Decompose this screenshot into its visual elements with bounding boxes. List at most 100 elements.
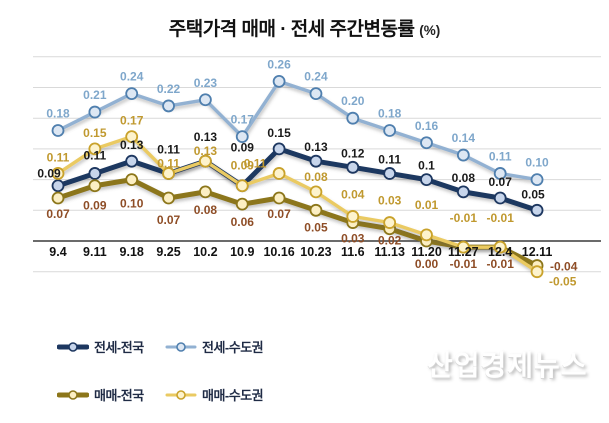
marker-전세-수도권 (235, 130, 249, 144)
marker-전세-수도권 (346, 111, 360, 125)
data-label-전세-전국: 0.05 (521, 187, 545, 201)
x-tick-label: 10.16 (263, 245, 294, 259)
data-label-전세-전국: 0.15 (267, 126, 291, 140)
chart-title-unit: (%) (419, 23, 441, 38)
marker-매매-전국 (272, 191, 286, 205)
data-label-매매-수도권: 0.17 (120, 114, 144, 128)
marker-전세-수도권 (88, 105, 102, 119)
marker-전세-수도권 (493, 167, 507, 180)
data-label-매매-전국: -0.01 (487, 257, 515, 271)
data-label-전세-전국: 0.13 (304, 140, 328, 154)
x-tick-label: 10.2 (193, 245, 217, 259)
x-tick-label: 9.18 (120, 245, 144, 259)
marker-매매-수도권 (88, 142, 102, 156)
marker-전세-수도권 (125, 87, 139, 101)
data-label-전세-수도권: 0.20 (341, 94, 365, 108)
marker-전세-수도권 (420, 136, 433, 150)
marker-전세-전국 (420, 173, 433, 187)
data-label-전세-수도권: 0.16 (415, 119, 439, 133)
data-label-전세-수도권: 0.26 (267, 57, 291, 71)
legend-marker (176, 389, 186, 400)
marker-전세-수도권 (383, 124, 397, 137)
data-label-매매-수도권: -0.01 (487, 211, 515, 225)
marker-매매-수도권 (51, 167, 65, 180)
marker-매매-전국 (51, 191, 65, 205)
data-label-매매-수도권: 0.15 (83, 126, 107, 140)
line-매매-수도권 (56, 134, 539, 274)
marker-전세-전국 (125, 154, 139, 168)
data-label-전세-전국: 0.09 (231, 141, 255, 155)
weekly-change-line-chart: 0.18 0.21 0.24 0.22 0.23 0.17 0.26 0.24 0.20 0.18… (33, 56, 601, 289)
data-label-전세-전국: 0.12 (341, 146, 365, 160)
line-전세-수도권 (56, 79, 539, 182)
marker-전세-전국 (346, 160, 360, 174)
data-label-매매-수도권: 0.04 (341, 187, 365, 201)
marker-매매-전국 (162, 191, 175, 205)
x-tick-label: 9.4 (49, 245, 66, 259)
marker-매매-전국 (198, 185, 212, 199)
marker-전세-수도권 (309, 87, 323, 101)
data-label-매매-전국: 0.08 (194, 203, 218, 217)
marker-매매-전국 (309, 203, 323, 217)
marker-매매-수도권 (383, 216, 397, 229)
legend-marker (68, 341, 78, 352)
data-label-전세-수도권: 0.10 (525, 156, 549, 170)
marker-매매-수도권 (198, 154, 212, 168)
data-label-전세-수도권: 0.17 (231, 113, 255, 127)
data-label-매매-수도권: 0.03 (378, 194, 402, 208)
marker-매매-수도권 (272, 167, 286, 180)
marker-전세-전국 (272, 142, 286, 156)
data-label-매매-전국: 0.07 (267, 207, 291, 221)
legend-item-jeonse-jeonguk: 전세-전국 (57, 337, 165, 356)
data-label-전세-수도권: 0.18 (46, 106, 70, 120)
marker-전세-수도권 (198, 93, 212, 107)
data-label-매매-전국: 0.02 (378, 234, 402, 248)
data-label-전세-수도권: 0.24 (120, 70, 144, 84)
data-label-전세-수도권: 0.14 (452, 131, 476, 145)
data-label-매매-수도권: 0.13 (194, 144, 218, 158)
legend-label-maemae-sudogwon: 매매-수도권 (202, 388, 264, 403)
marker-전세-전국 (456, 185, 470, 199)
data-label-매매-전국: 0.07 (157, 213, 181, 227)
x-tick-label: 9.11 (83, 245, 107, 259)
marker-매매-수도권 (162, 167, 175, 180)
legend-swatch-maemae-sudogwon (165, 389, 197, 400)
series-전세-수도권 (51, 74, 544, 187)
data-label-전세-수도권: 0.11 (489, 149, 512, 163)
marker-전세-전국 (88, 167, 102, 180)
legend-marker (68, 389, 78, 400)
legend-swatch-jeonse-jeonguk (57, 341, 89, 352)
series-lines (51, 74, 544, 279)
marker-매매-수도권 (456, 240, 470, 254)
data-label-전세-전국: 0.11 (83, 148, 106, 162)
data-label-전세-수도권: 0.24 (304, 70, 328, 84)
data-label-매매-수도권: -0.01 (450, 211, 478, 225)
data-label-매매-수도권: 0.11 (244, 156, 267, 170)
data-label-매매-전국: 0.03 (341, 232, 365, 246)
data-label-전세-전국: 0.13 (120, 138, 144, 152)
marker-전세-전국 (493, 191, 507, 205)
data-label-매매-전국: 0.05 (304, 220, 328, 234)
marker-매매-전국 (125, 173, 139, 187)
marker-전세-전국 (309, 154, 323, 168)
x-tick-label: 11.27 (448, 245, 479, 259)
legend-item-maemae-jeonguk: 매매-전국 (57, 385, 165, 404)
marker-전세-수도권 (456, 148, 470, 162)
data-label-매매-수도권: 0.11 (157, 156, 180, 170)
marker-전세-전국 (51, 179, 65, 193)
data-label-전세-전국: 0.08 (452, 171, 476, 185)
legend-marker (176, 341, 186, 352)
marker-전세-수도권 (51, 124, 65, 137)
data-label-전세-전국: 0.07 (489, 175, 513, 189)
data-label-매매-수도권: 0.11 (47, 150, 70, 164)
x-tick-label: 12.4 (488, 245, 512, 259)
data-label-매매-전국: -0.01 (450, 257, 478, 271)
data-label-매매-수도권: 0.01 (415, 198, 439, 212)
marker-매매-전국 (235, 197, 249, 211)
series-매매-수도권 (51, 130, 544, 279)
legend-label-jeonse-sudogwon: 전세-수도권 (202, 340, 264, 355)
data-label-전세-수도권: 0.23 (194, 76, 218, 90)
data-label-매매-수도권: 0.09 (231, 159, 255, 173)
x-tick-label: 10.23 (300, 245, 331, 259)
